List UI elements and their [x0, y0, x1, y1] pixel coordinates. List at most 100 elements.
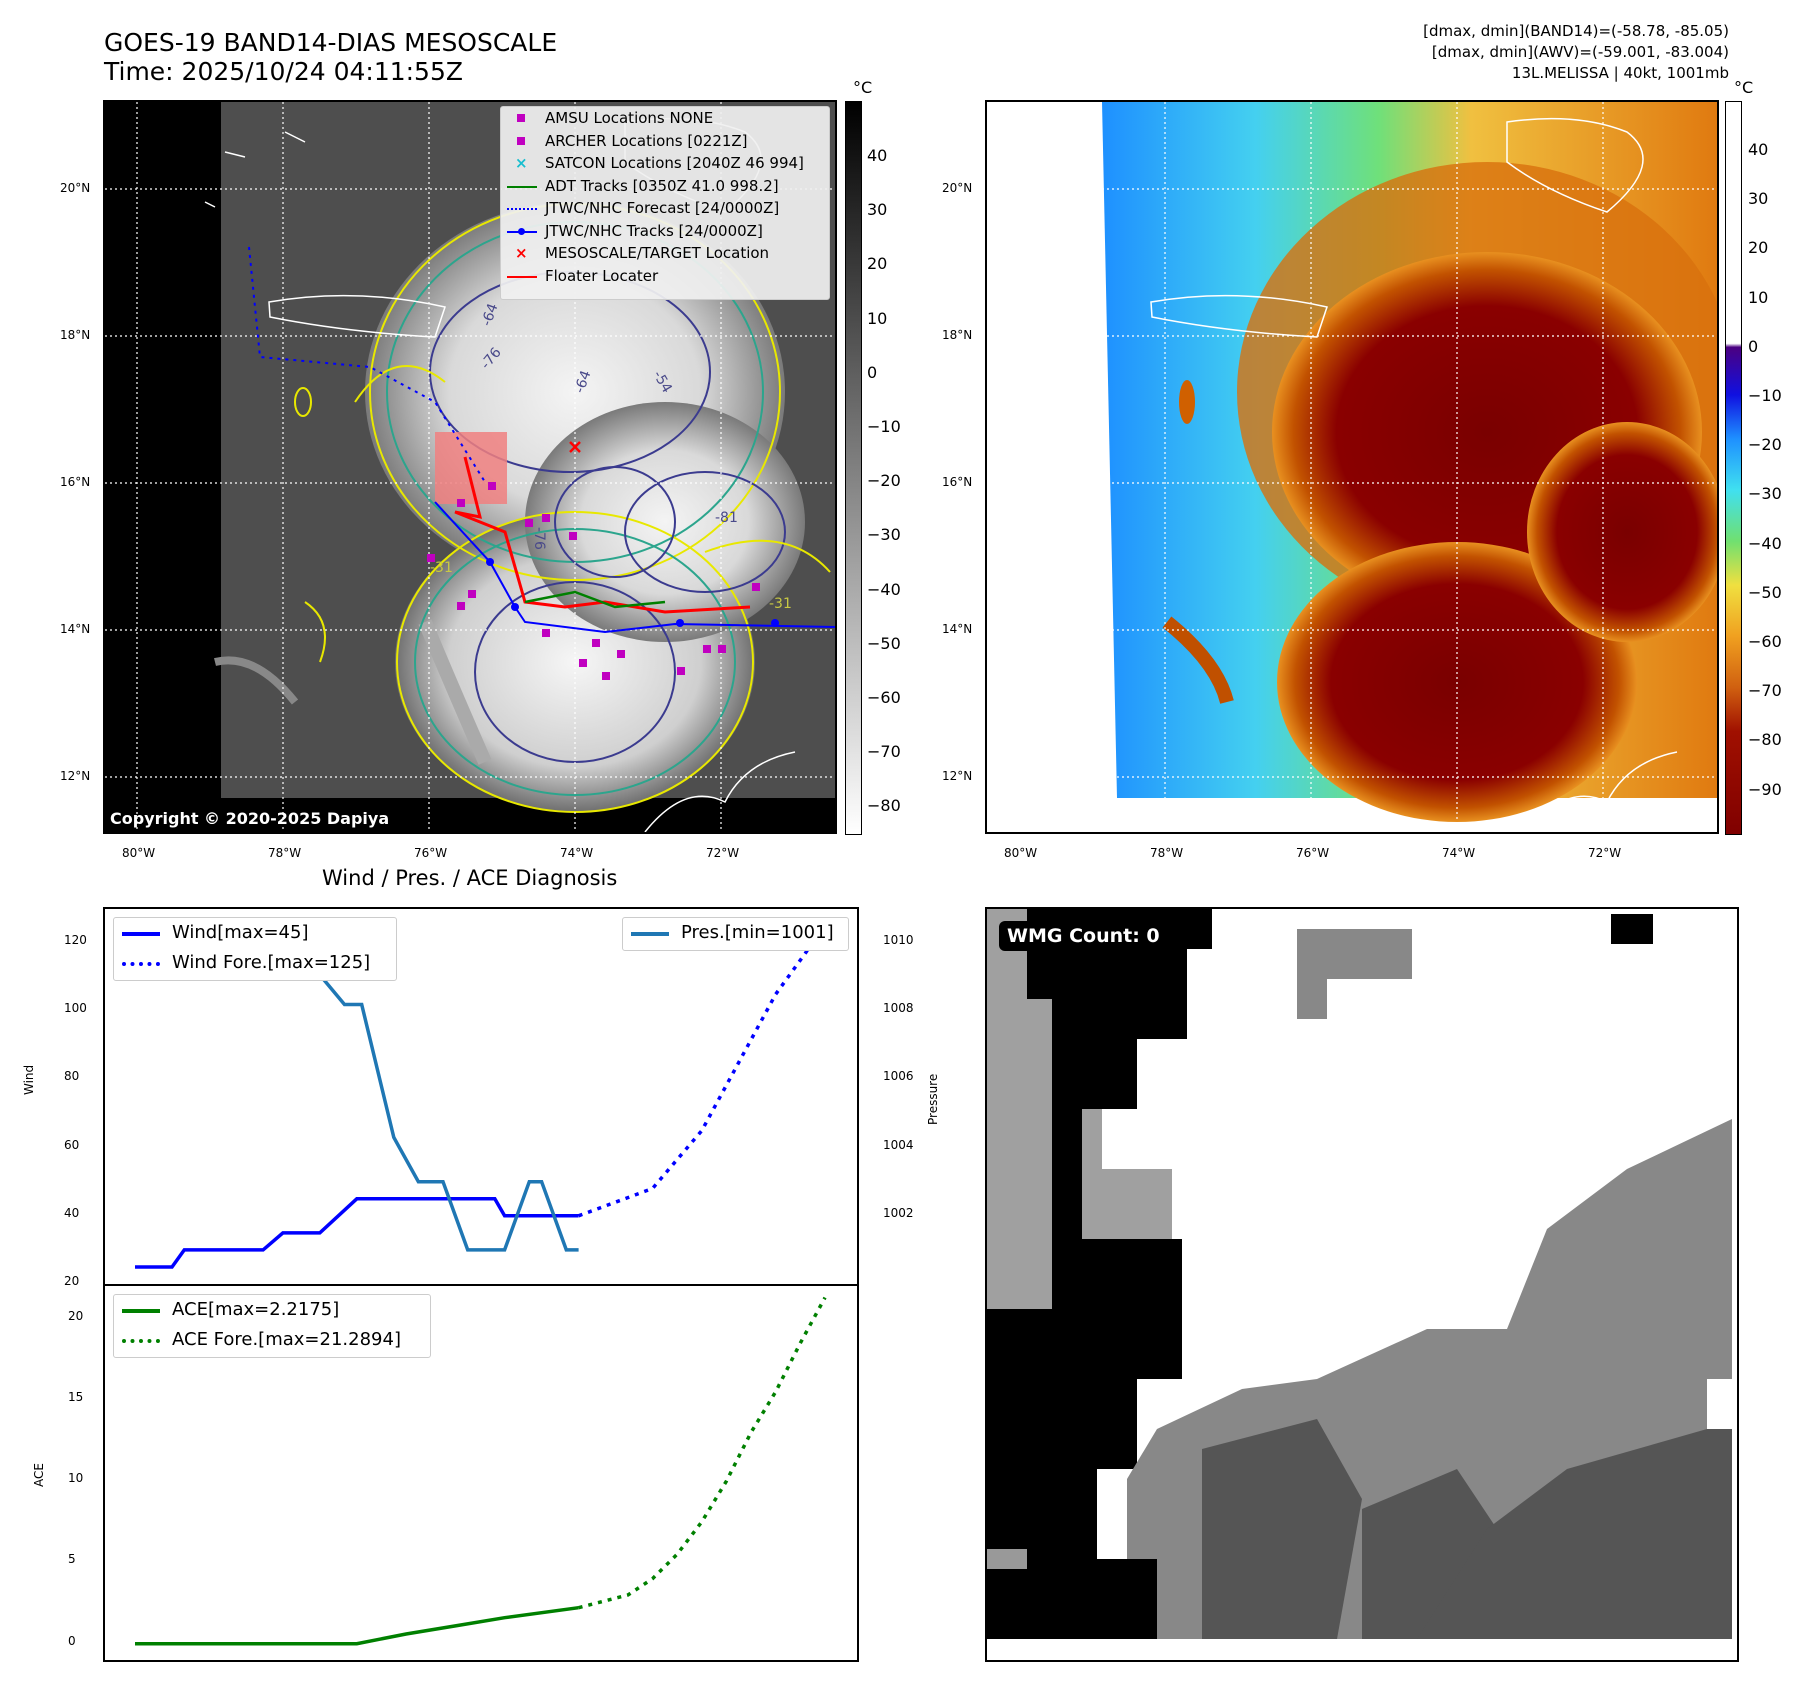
lat-label: 16°N [942, 475, 973, 489]
colorbar-tick: −60 [1748, 632, 1782, 651]
lat-label: 20°N [942, 181, 973, 195]
colorbar-unit: °C [853, 78, 873, 97]
lon-label: 76°W [1296, 846, 1330, 860]
colorbar-tick: −10 [867, 417, 901, 436]
wind-axis-label: Wind [22, 1064, 36, 1095]
colorbar-tick: −40 [867, 579, 901, 599]
axis-tick: 10 [68, 1471, 84, 1486]
axis-tick: 1006 [883, 1069, 914, 1084]
pressure-axis-label: Pressure [926, 1073, 940, 1125]
dmax-awv: [dmax, dmin](AWV)=(-59.001, -83.004) [1431, 43, 1729, 61]
contour-label: -81 [715, 510, 738, 526]
wind-legend: Wind[max=45] Wind Fore.[max=125] [113, 917, 397, 981]
axis-tick: 5 [68, 1552, 76, 1567]
colorbar-tick: −50 [867, 633, 901, 653]
lat-label: 16°N [60, 475, 91, 489]
colorbar-tick: −80 [1748, 730, 1782, 750]
colorbar-tick: 30 [867, 200, 888, 220]
axis-tick: 0 [68, 1633, 76, 1648]
ace-legend: ACE[max=2.2175] ACE Fore.[max=21.2894] [113, 1294, 431, 1358]
legend-item: ACE[max=2.2175] [114, 1295, 430, 1325]
legend-item: Wind Fore.[max=125] [114, 948, 396, 978]
colorbar-tick: 40 [1748, 140, 1769, 159]
legend-item: Pres.[min=1001] [623, 918, 848, 948]
ace-axis-label: ACE [32, 1463, 46, 1487]
colorbar-tick: −70 [1748, 681, 1782, 701]
colorbar-tick: 10 [1748, 287, 1769, 307]
legend-item: Wind[max=45] [114, 918, 396, 948]
axis-tick: 20 [64, 1274, 80, 1288]
ir-color-map [985, 100, 1719, 834]
colorbar-tick: 0 [1748, 336, 1759, 356]
colorbar-tick: −10 [1748, 386, 1782, 405]
axis-tick: 60 [64, 1137, 80, 1152]
colorbar-tick: −20 [1748, 435, 1782, 455]
axis-tick: 100 [64, 1001, 87, 1016]
axis-tick: 120 [64, 933, 87, 948]
colorbar-tick: 20 [1748, 238, 1769, 258]
axis-tick: 40 [64, 1205, 80, 1220]
lon-label: 78°W [268, 846, 302, 860]
axis-tick: 1010 [883, 933, 914, 948]
colorbar-unit: °C [1734, 78, 1754, 97]
wmg-panel: WMG Count: 0 [985, 907, 1739, 1662]
copyright-text: Copyright © 2020-2025 Dapiya [110, 809, 390, 828]
colorbar-tick: −20 [867, 471, 901, 491]
lat-label: 18°N [60, 328, 91, 342]
axis-tick: 1008 [883, 1001, 914, 1016]
colorbar-tick: 40 [867, 146, 888, 165]
axis-tick: 1002 [883, 1205, 914, 1220]
lon-label: 72°W [706, 846, 740, 860]
contour-label: -76 [531, 527, 547, 550]
lat-label: 12°N [60, 769, 91, 783]
ace-plot [135, 1296, 827, 1646]
lon-label: 74°W [1442, 846, 1476, 860]
map-legend: AMSU Locations NONE ARCHER Locations [02… [500, 106, 830, 300]
colorbar-tick: −90 [1748, 779, 1782, 799]
legend-item: ACE Fore.[max=21.2894] [114, 1325, 430, 1355]
series-line [135, 1197, 579, 1269]
ir-gray-map: -64 -76 -64 -54 -81 -76 -31 -31 AMSU Loc… [103, 100, 837, 834]
color-colorbar [1725, 101, 1742, 835]
legend-item: Floater Locater [501, 265, 829, 288]
axis-tick: 1004 [883, 1137, 914, 1152]
contour-label: -64 [479, 301, 502, 328]
gray-colorbar [845, 101, 862, 835]
diagnosis-title: Wind / Pres. / ACE Diagnosis [322, 866, 618, 890]
ir-color-imagery [987, 102, 1717, 832]
colorbar-tick: −70 [867, 742, 901, 762]
axis-tick: 20 [68, 1308, 84, 1323]
colorbar-tick: 0 [867, 362, 878, 382]
legend-item: × SATCON Locations [2040Z 46 994] [515, 154, 804, 172]
pressure-legend: Pres.[min=1001] [622, 917, 849, 951]
series-line [135, 1605, 579, 1646]
wind-pressure-chart: Wind[max=45] Wind Fore.[max=125] Pres.[m… [103, 907, 859, 1286]
lon-label: 72°W [1588, 846, 1622, 860]
axis-tick: 15 [68, 1389, 84, 1404]
contour-label: -31 [769, 596, 792, 612]
colorbar-tick: 20 [867, 254, 888, 274]
contour-label: -64 [572, 368, 595, 395]
storm-info: 13L.MELISSA | 40kt, 1001mb [1511, 64, 1729, 82]
series-line [577, 924, 827, 1218]
colorbar-tick: 10 [867, 308, 888, 328]
ace-chart: ACE[max=2.2175] ACE Fore.[max=21.2894] [103, 1284, 859, 1662]
colorbar-tick: 30 [1748, 189, 1769, 209]
lon-label: 78°W [1150, 846, 1184, 860]
legend-item: JTWC/NHC Tracks [24/0000Z] [501, 220, 829, 243]
colorbar-tick: −60 [867, 688, 901, 707]
legend-item: ADT Tracks [0350Z 41.0 998.2] [501, 175, 829, 198]
lat-label: 18°N [942, 328, 973, 342]
legend-item: JTWC/NHC Forecast [24/0000Z] [501, 197, 829, 220]
lat-label: 14°N [942, 622, 973, 636]
lon-label: 80°W [122, 846, 156, 860]
lat-label: 14°N [60, 622, 91, 636]
colorbar-tick: −30 [867, 525, 901, 545]
lat-label: 20°N [60, 181, 91, 195]
wmg-grid [987, 909, 1737, 1660]
lon-label: 80°W [1004, 846, 1038, 860]
lon-label: 74°W [560, 846, 594, 860]
axis-tick: 80 [64, 1069, 80, 1084]
lon-label: 76°W [414, 846, 448, 860]
legend-item: ARCHER Locations [0221Z] [501, 130, 829, 153]
